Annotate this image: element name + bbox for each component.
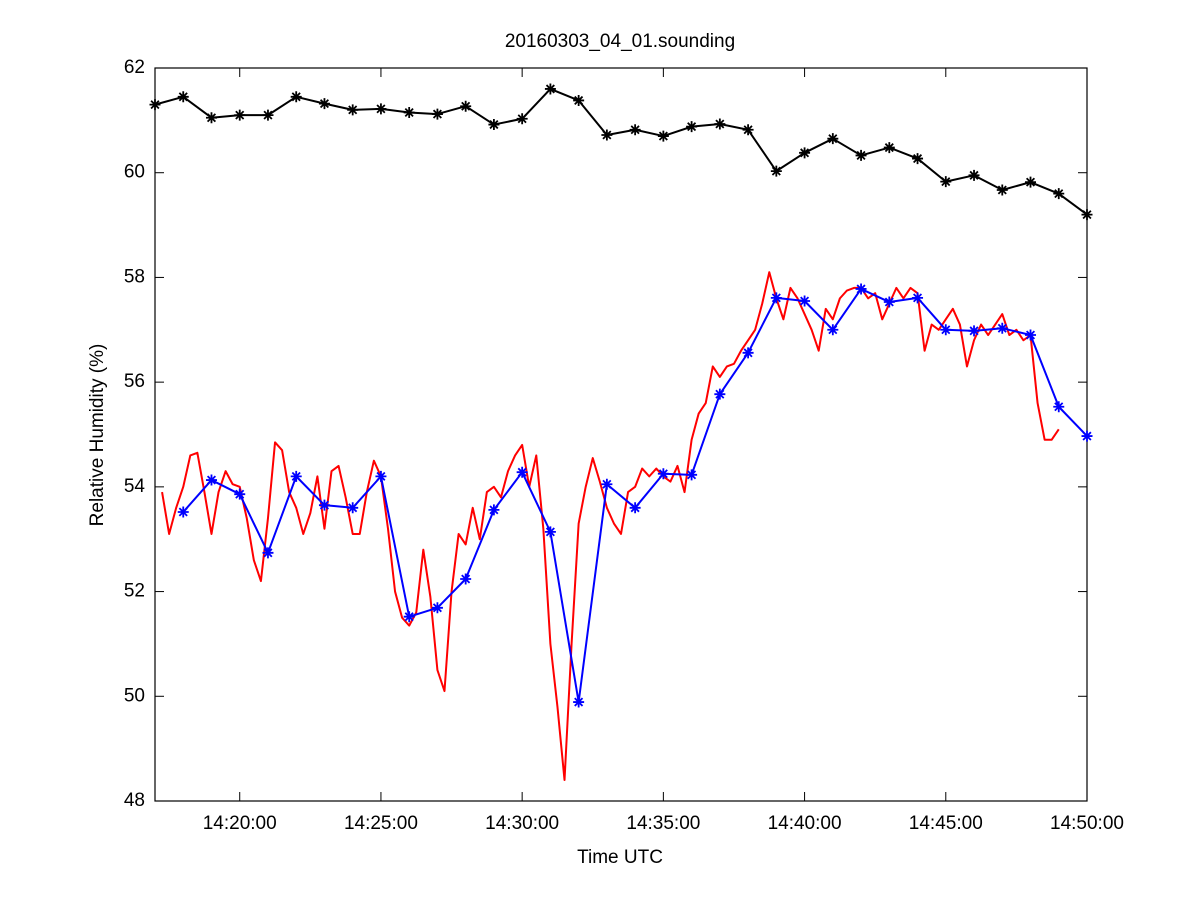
marker (996, 184, 1008, 196)
marker (375, 103, 387, 115)
marker (488, 119, 500, 131)
marker (912, 153, 924, 165)
marker (403, 611, 415, 623)
marker (601, 478, 613, 490)
marker (460, 100, 472, 112)
x-axis-label: Time UTC (577, 847, 663, 868)
marker (883, 296, 895, 308)
series-line (161, 271, 1060, 782)
marker (1081, 430, 1093, 442)
marker (1053, 188, 1065, 200)
y-tick-label: 60 (124, 162, 145, 183)
marker (177, 91, 189, 103)
y-tick-label: 48 (124, 790, 145, 811)
marker (403, 107, 415, 119)
marker (431, 602, 443, 614)
marker (516, 113, 528, 125)
x-tick-label: 14:40:00 (768, 813, 842, 834)
y-tick-label: 54 (124, 476, 146, 497)
marker (1081, 209, 1093, 221)
marker (968, 325, 980, 337)
marker (657, 468, 669, 480)
marker (742, 124, 754, 136)
x-tick-label: 14:30:00 (485, 813, 559, 834)
marker (799, 295, 811, 307)
y-tick-label: 62 (124, 57, 145, 78)
marker (573, 696, 585, 708)
marker (290, 91, 302, 103)
marker (686, 469, 698, 481)
marker (770, 292, 782, 304)
x-tick-label: 14:25:00 (344, 813, 418, 834)
marker (149, 99, 161, 111)
marker (516, 466, 528, 478)
marker (827, 133, 839, 145)
marker (855, 149, 867, 161)
marker (883, 142, 895, 154)
marker (262, 547, 274, 559)
y-axis-label: Relative Humidity (%) (87, 344, 108, 527)
marker (318, 499, 330, 511)
marker (968, 169, 980, 181)
x-tick-label: 14:45:00 (909, 813, 983, 834)
marker (1025, 329, 1037, 341)
marker (827, 324, 839, 336)
y-tick-label: 52 (124, 581, 145, 602)
y-tick-label: 56 (124, 371, 145, 392)
marker (601, 129, 613, 141)
marker (770, 165, 782, 177)
marker (290, 470, 302, 482)
marker (912, 292, 924, 304)
marker (855, 283, 867, 295)
marker (686, 121, 698, 133)
marker (940, 176, 952, 188)
marker (1025, 176, 1037, 188)
marker (347, 502, 359, 514)
marker (742, 347, 754, 359)
x-tick-label: 14:50:00 (1050, 813, 1124, 834)
chart-title: 20160303_04_01.sounding (505, 31, 735, 52)
series-line (154, 87, 1088, 216)
marker (714, 118, 726, 130)
x-tick-label: 14:20:00 (203, 813, 277, 834)
marker (799, 147, 811, 159)
marker (205, 112, 217, 124)
marker (431, 108, 443, 120)
y-tick-label: 50 (124, 685, 145, 706)
marker (996, 322, 1008, 334)
y-tick-label: 58 (124, 266, 145, 287)
marker (318, 98, 330, 110)
marker (544, 83, 556, 95)
marker (940, 324, 952, 336)
marker (629, 124, 641, 136)
marker (1053, 401, 1065, 413)
x-tick-label: 14:35:00 (626, 813, 700, 834)
marker (657, 130, 669, 142)
marker (177, 506, 189, 518)
marker (375, 470, 387, 482)
marker (347, 104, 359, 116)
marker (573, 94, 585, 106)
marker (544, 526, 556, 538)
marker (262, 109, 274, 121)
marker (488, 504, 500, 516)
marker (714, 388, 726, 400)
marker (460, 573, 472, 585)
marker (629, 502, 641, 514)
marker (234, 109, 246, 121)
marker (234, 488, 246, 500)
marker (205, 474, 217, 486)
